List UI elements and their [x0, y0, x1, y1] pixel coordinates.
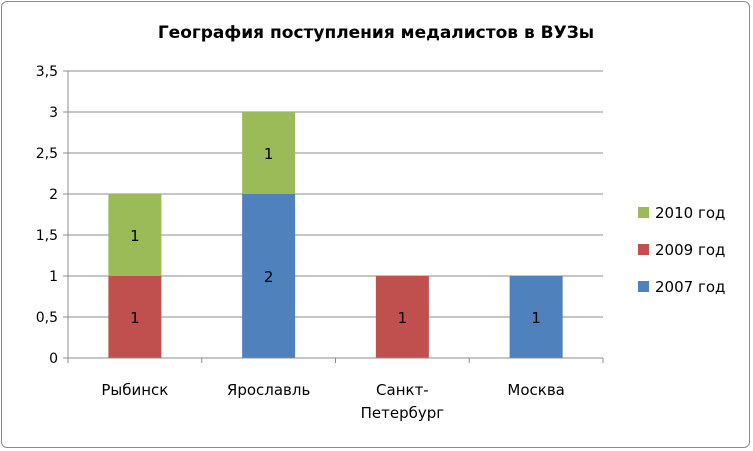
data-label: 1 [130, 227, 140, 245]
bar-segment [375, 276, 429, 358]
data-label: 2 [264, 268, 274, 286]
data-label: 1 [264, 145, 274, 163]
chart-title: География поступления медалистов в ВУЗы [158, 23, 594, 43]
bar-segment [242, 112, 296, 194]
data-label: 1 [398, 309, 408, 327]
bar-segment [242, 194, 296, 358]
legend-label: 2009 год [655, 241, 725, 259]
y-tick-labels: 0 0,5 1 1,5 2 2,5 3 3,5 [36, 64, 68, 367]
legend-label: 2010 год [655, 204, 725, 222]
legend-swatch [638, 244, 649, 255]
bar-segment [108, 194, 162, 276]
bars [108, 112, 563, 358]
y-tick-label: 3,5 [36, 64, 58, 80]
y-tick-label: 2,5 [36, 146, 58, 162]
legend-swatch [638, 281, 649, 292]
y-tick-label: 2 [49, 187, 58, 203]
category-label: Ярославль [227, 381, 310, 399]
data-labels: 1 1 2 1 1 1 [130, 145, 541, 327]
category-label: Рыбинск [101, 381, 168, 399]
bar-segment [108, 276, 162, 358]
legend: 2010 год 2009 год 2007 год [638, 204, 725, 296]
legend-label: 2007 год [655, 278, 725, 296]
bar-segment [509, 276, 563, 358]
legend-swatch [638, 207, 649, 218]
y-tick-label: 3 [49, 105, 58, 121]
y-tick-label: 1 [49, 269, 58, 285]
x-tick-labels: Рыбинск Ярославль Санкт-Петербург Москва [101, 381, 564, 422]
y-tick-label: 0,5 [36, 310, 58, 326]
y-tick-label: 1,5 [36, 228, 58, 244]
y-tick-label: 0 [49, 351, 58, 367]
data-label: 1 [531, 309, 541, 327]
category-label: Санкт-Петербург [361, 381, 445, 422]
axes [67, 71, 604, 363]
category-label: Москва [507, 381, 564, 399]
data-label: 1 [130, 309, 140, 327]
